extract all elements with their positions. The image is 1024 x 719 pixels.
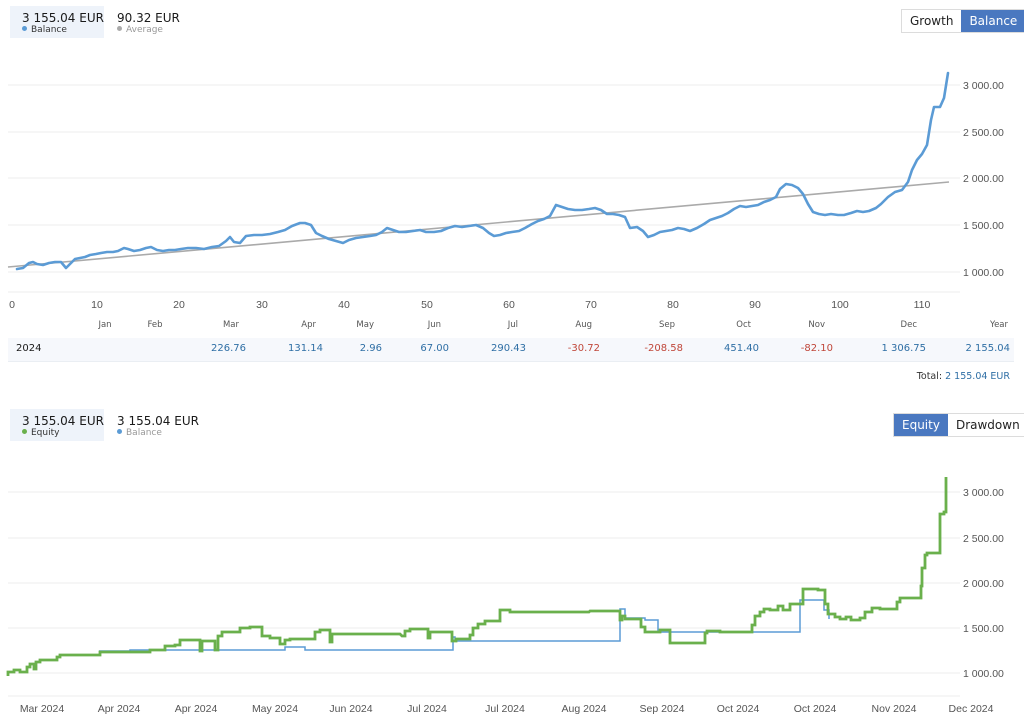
y-tick-label: 1 000.00 [963, 668, 1004, 680]
balance-line [15, 71, 950, 271]
x-tick-label: May 2024 [252, 703, 298, 715]
equity-balance-dot-icon [117, 429, 122, 434]
x-tick-label: Jul 2024 [485, 703, 525, 715]
y-tick-label: 3 000.00 [963, 80, 1004, 92]
y-tick-label: 2 500.00 [963, 533, 1004, 545]
month-label-may: May [356, 320, 374, 330]
x-tick-label: Sep 2024 [640, 703, 685, 715]
balance-chart[interactable]: 3 000.00 2 500.00 2 000.00 1 500.00 1 00… [0, 0, 1024, 330]
x-tick-label: 50 [421, 299, 433, 311]
x-tick-label: Nov 2024 [872, 703, 917, 715]
x-tick-label: 40 [338, 299, 350, 311]
month-label-mar: Mar [223, 320, 240, 330]
equity-chart[interactable]: 3 000.00 2 500.00 2 000.00 1 500.00 1 00… [0, 440, 1024, 719]
x-tick-label: Oct 2024 [717, 703, 760, 715]
month-value-apr: 131.14 [288, 343, 323, 354]
y-tick-label: 2 500.00 [963, 127, 1004, 139]
y-tick-label: 2 000.00 [963, 578, 1004, 590]
month-label-jan: Jan [97, 320, 111, 330]
x-tick-label: 80 [667, 299, 679, 311]
balance-label: Balance [31, 25, 67, 35]
x-tick-label: 90 [749, 299, 761, 311]
balance-value: 3 155.04 EUR [22, 11, 104, 25]
balance-button[interactable]: Balance [961, 10, 1024, 32]
x-tick-label: 100 [831, 299, 849, 311]
month-value-dec: 1 306.75 [881, 343, 926, 354]
month-value-aug: -30.72 [567, 343, 600, 354]
x-tick-label: Dec 2024 [949, 703, 994, 715]
x-tick-label: Aug 2024 [562, 703, 607, 715]
total-value: 2 155.04 EUR [945, 371, 1010, 382]
x-tick-label: Apr 2024 [98, 703, 141, 715]
x-tick-label: Oct 2024 [794, 703, 837, 715]
y-tick-label: 1 500.00 [963, 220, 1004, 232]
y-tick-label: 1 000.00 [963, 267, 1004, 279]
month-value-sep: -208.58 [644, 343, 683, 354]
month-label-sep: Sep [659, 320, 675, 330]
equity-legend-item-balance[interactable]: 3 155.04 EUR Balance [105, 409, 215, 441]
month-label-dec: Dec [901, 320, 918, 330]
month-label-jun: Jun [427, 320, 441, 330]
year-performance-row: 2024 226.76 131.14 2.96 67.00 290.43 -30… [8, 338, 1014, 362]
x-tick-label: Mar 2024 [20, 703, 65, 715]
equity-step-line [6, 477, 948, 676]
month-value-jun: 67.00 [420, 343, 449, 354]
x-tick-label: Jul 2024 [407, 703, 447, 715]
equity-value: 3 155.04 EUR [22, 414, 104, 428]
x-tick-label: 0 [9, 299, 15, 311]
equity-drawdown-toggle: Equity Drawdown [893, 413, 1024, 437]
month-value-jul: 290.43 [491, 343, 526, 354]
month-label-year: Year [989, 320, 1009, 330]
month-value-oct: 451.40 [724, 343, 759, 354]
balance-legend-item-average[interactable]: 90.32 EUR Average [105, 6, 215, 38]
x-tick-label: 20 [173, 299, 185, 311]
balance-dot-icon [22, 26, 27, 31]
x-tick-label: 70 [585, 299, 597, 311]
month-label-oct: Oct [736, 320, 751, 330]
equity-dot-icon [22, 429, 27, 434]
balance-legend-item-balance[interactable]: 3 155.04 EUR Balance [10, 6, 104, 38]
month-label-aug: Aug [575, 320, 592, 330]
average-value: 90.32 EUR [117, 11, 180, 25]
x-tick-label: 30 [256, 299, 268, 311]
equity-balance-label: Balance [126, 428, 162, 438]
growth-balance-toggle: Growth Balance [901, 9, 1024, 33]
month-value-nov: -82.10 [800, 343, 833, 354]
average-trend-line [7, 181, 950, 268]
average-label: Average [126, 25, 163, 35]
y-tick-label: 2 000.00 [963, 173, 1004, 185]
month-value-mar: 226.76 [211, 343, 246, 354]
equity-balance-value: 3 155.04 EUR [117, 414, 199, 428]
month-label-apr: Apr [301, 320, 316, 330]
x-tick-label: 110 [914, 299, 931, 311]
x-tick-label: Jun 2024 [329, 703, 372, 715]
year-label: 2024 [16, 343, 42, 354]
year-total-value: 2 155.04 [965, 343, 1010, 354]
y-tick-label: 1 500.00 [963, 623, 1004, 635]
x-tick-label: Apr 2024 [175, 703, 218, 715]
equity-legend-item-equity[interactable]: 3 155.04 EUR Equity [10, 409, 104, 441]
growth-button[interactable]: Growth [902, 10, 962, 32]
average-dot-icon [117, 26, 122, 31]
total-label: Total: [916, 371, 943, 382]
month-value-may: 2.96 [359, 343, 382, 354]
balance-step-line [99, 599, 830, 652]
month-label-jul: Jul [507, 320, 518, 330]
x-tick-label: 10 [91, 299, 103, 311]
total-summary: Total: 2 155.04 EUR [917, 371, 1010, 382]
y-tick-label: 3 000.00 [963, 487, 1004, 499]
equity-label: Equity [31, 428, 60, 438]
month-label-nov: Nov [808, 320, 825, 330]
equity-button[interactable]: Equity [894, 414, 948, 436]
month-label-feb: Feb [147, 320, 162, 330]
drawdown-button[interactable]: Drawdown [947, 414, 1024, 436]
x-tick-label: 60 [503, 299, 515, 311]
